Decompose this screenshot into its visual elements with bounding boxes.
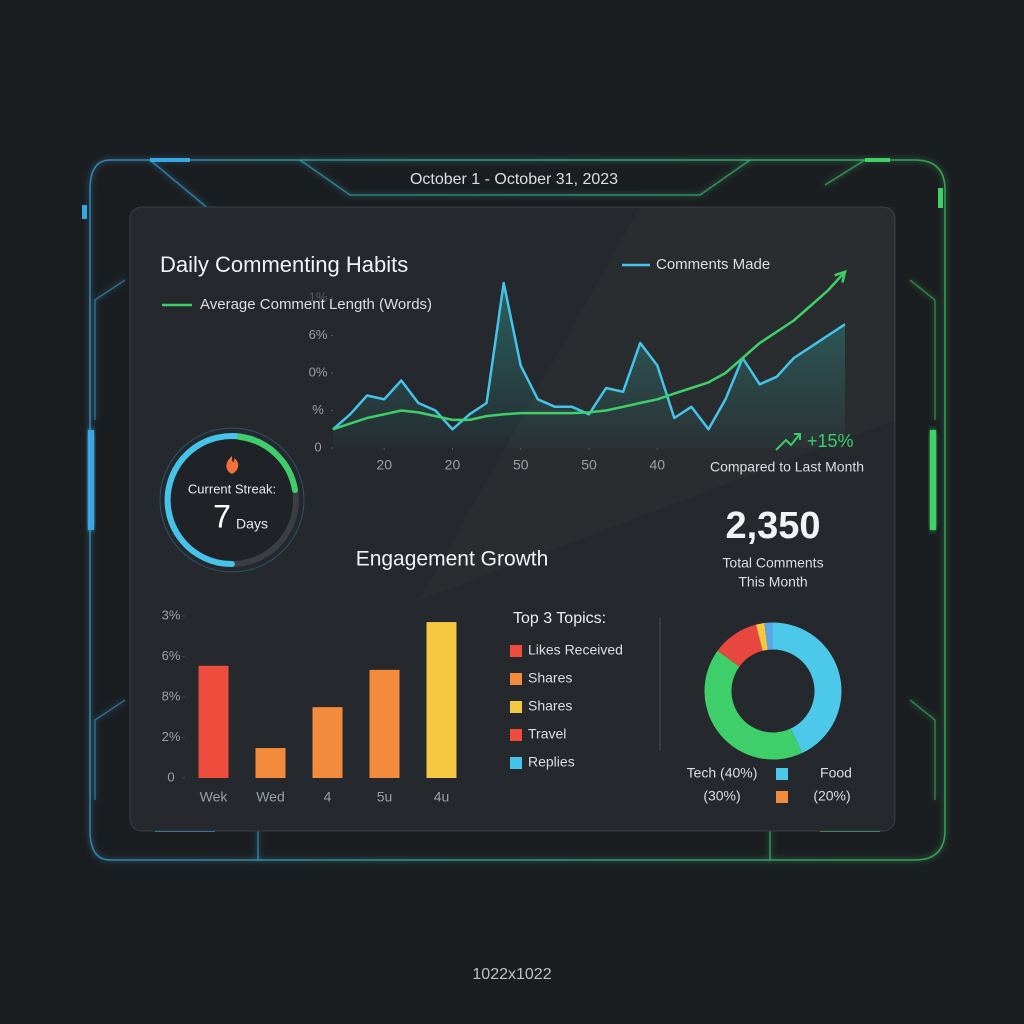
frame-accent [82,205,87,219]
bar [312,707,343,778]
y-tick-label: 0% [309,364,328,379]
topic-name: Likes Received [528,642,623,658]
x-tick-label: Wed [256,789,285,805]
charts: Daily Commenting Habits 0% 0% 6% 1% 20 20 50 50 4… [160,252,852,805]
legend-swatch [776,791,788,803]
y-tick-label: 6% [309,327,328,342]
y-tick-label: 6% [162,648,181,663]
frame-accent [150,158,190,162]
total-label: This Month [738,574,807,590]
legend-label: Tech (40%) [687,765,758,781]
y-tick-label: 3% [162,607,181,622]
topic-swatch [510,757,522,769]
streak-unit: Days [236,516,268,532]
legend-swatch [776,768,788,780]
line [332,281,846,431]
bar [255,748,286,778]
y-tick-label: % [312,402,324,417]
y-tick-label: 1% [309,289,328,304]
frame-accent [930,430,936,530]
donut-slice [755,623,768,651]
topics-list: Likes Received Shares Shares Travel Replies [510,642,623,770]
chart-title: Daily Commenting Habits [160,252,408,277]
donut-slice [717,624,763,667]
topic-swatch [510,673,522,685]
topic-name: Replies [528,754,575,770]
flame-icon [226,456,239,474]
x-tick-label: 50 [513,457,529,473]
change-label: Compared to Last Month [710,459,864,475]
legend-label: Average Comment Length (Words) [200,296,432,313]
total-value: 2,350 [725,505,820,547]
x-tick-label: Wek [200,789,229,805]
topic-name: Shares [528,670,572,686]
topic-name: Travel [528,726,566,742]
footer: 1022x1022 [472,966,551,983]
x-tick-label: 4u [434,789,450,805]
y-tick-label: 0 [167,769,174,784]
streak-label: Current Streak: [188,481,276,496]
date-range: October 1 - October 31, 2023 [410,171,618,188]
bar [198,665,229,778]
topic-swatch [510,729,522,741]
legend-label: (20%) [813,788,850,804]
x-tick-label: 4 [324,789,332,805]
y-tick-label: 2% [162,729,181,744]
legend-label: Food [820,765,852,781]
topic-name: Shares [528,698,572,714]
frame-accent [938,188,943,208]
x-tick-label: 20 [376,457,392,473]
line [332,270,846,431]
topic-swatch [510,645,522,657]
legend-label: (30%) [703,788,740,804]
x-tick-label: 20 [445,457,461,473]
total-label: Total Comments [722,555,823,571]
frame-accent [865,158,890,162]
topic-swatch [510,701,522,713]
frame-accent [88,430,94,530]
streak-value: 7 [213,498,231,534]
streak-halo [159,427,305,573]
bar [369,669,400,778]
arrow-head [834,269,847,283]
y-tick-label: 0 [314,439,321,454]
donut-slice [764,622,773,650]
streak-progress [237,434,298,493]
donut-slice [704,650,803,760]
y-tick-label: 8% [162,688,181,703]
x-tick-label: 50 [581,457,597,473]
topics-title: Top 3 Topics: [513,610,606,627]
panel [129,206,896,832]
donut-slice [773,622,842,753]
x-tick-label: 5u [377,789,393,805]
x-tick-label: 40 [649,457,665,473]
frame [89,159,946,861]
chart-title: Engagement Growth [356,548,549,571]
legend-label: Comments Made [656,256,770,273]
bar [426,622,457,778]
